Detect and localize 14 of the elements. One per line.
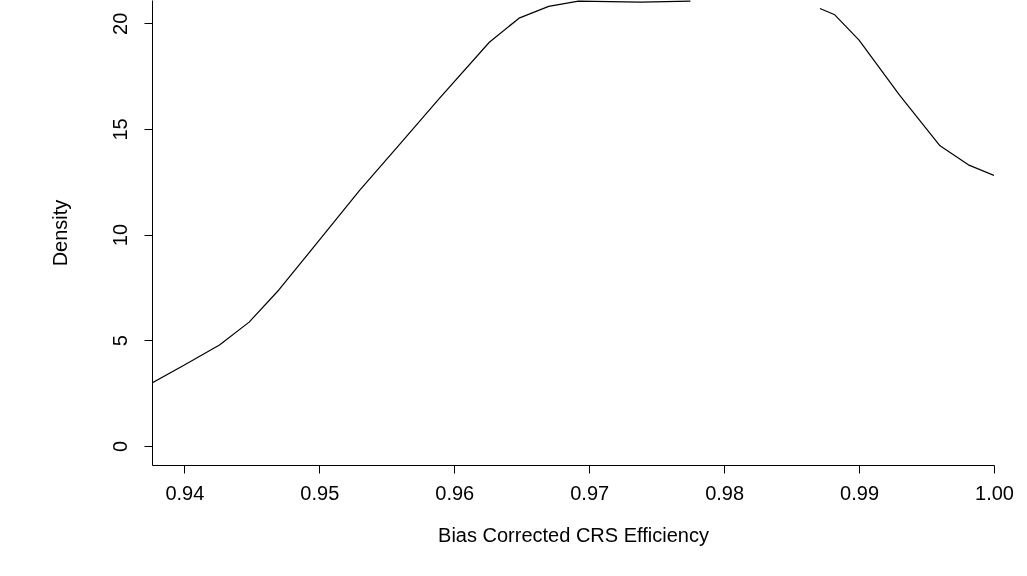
x-tick-label: 0.95 (300, 481, 340, 504)
x-axis-title: Bias Corrected CRS Efficiency (438, 523, 709, 546)
y-tick-label: 10 (108, 223, 131, 247)
y-tick-label: 0 (108, 440, 131, 453)
x-tick-label: 1.00 (975, 481, 1014, 504)
y-tick-label: 5 (108, 335, 131, 347)
x-tick-label: 0.99 (840, 481, 880, 504)
x-tick-label: 0.94 (165, 481, 205, 504)
x-tick-label: 0.97 (570, 481, 610, 504)
x-tick-label: 0.96 (435, 481, 475, 504)
x-tick-label: 0.98 (705, 481, 745, 504)
y-tick-label: 20 (108, 12, 131, 35)
y-tick-label: 15 (108, 118, 131, 141)
y-axis-title: Density (48, 199, 71, 267)
